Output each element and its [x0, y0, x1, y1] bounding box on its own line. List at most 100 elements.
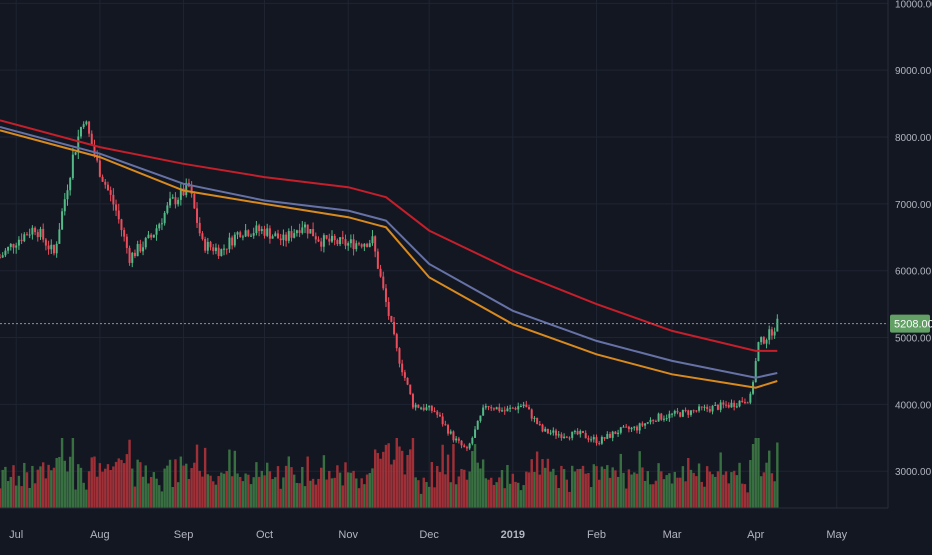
candle-body: [428, 405, 431, 408]
candle-body: [619, 427, 622, 433]
volume-bar: [144, 465, 147, 508]
candle-body: [371, 236, 374, 244]
candle-body: [309, 229, 312, 234]
candle-body: [509, 407, 512, 409]
volume-bar: [741, 483, 744, 508]
candle-body: [144, 238, 147, 248]
volume-bar: [400, 450, 404, 508]
candle-body: [63, 199, 66, 212]
volume-bar: [427, 486, 431, 508]
volume-bar: [527, 472, 531, 508]
volume-bar: [214, 484, 218, 508]
volume-bar: [571, 465, 574, 508]
candle-body: [703, 406, 706, 408]
candle-body: [349, 239, 352, 244]
candle-body: [185, 182, 188, 196]
volume-bar: [287, 456, 291, 508]
candle-body: [347, 243, 350, 246]
candle-body: [330, 235, 333, 242]
volume-bar: [724, 471, 728, 508]
volume-bar: [508, 483, 512, 508]
candle-body: [193, 193, 196, 209]
candle-body: [274, 233, 277, 237]
volume-bar: [152, 472, 156, 508]
candle-body: [406, 377, 409, 385]
volume-bar: [271, 479, 274, 508]
last-price-label: 5208.00: [890, 314, 932, 333]
candle-body: [66, 190, 69, 200]
candle-body: [501, 410, 504, 412]
volume-bar: [568, 491, 571, 508]
volume-bar: [290, 467, 293, 508]
volume-bar: [624, 488, 628, 508]
volume-bar: [635, 473, 639, 508]
volume-bar: [241, 481, 245, 508]
candle-body: [422, 407, 425, 410]
volume-bar: [546, 458, 550, 508]
candle-body: [700, 406, 703, 408]
candle-body: [71, 154, 74, 179]
candle-body: [69, 178, 72, 191]
candle-body: [716, 404, 719, 410]
volume-bar: [139, 462, 142, 508]
candle-body: [587, 438, 590, 440]
volume-bar: [282, 477, 285, 508]
candle-body: [58, 229, 61, 244]
candle-body: [201, 233, 204, 239]
volume-bar: [182, 465, 185, 508]
candle-body: [760, 337, 763, 343]
volume-bar: [58, 456, 61, 508]
candle-body: [7, 246, 10, 251]
volume-bar: [670, 483, 674, 508]
last-price-label-bg: [890, 314, 930, 333]
candle-body: [239, 232, 242, 238]
x-tick-label: Sep: [174, 529, 194, 541]
volume-bar: [346, 472, 350, 508]
candle-body: [171, 197, 174, 199]
volume-bar: [293, 474, 296, 508]
candle-body: [598, 443, 601, 445]
volume-bar: [517, 482, 520, 508]
volume-bar: [633, 472, 636, 508]
candle-body: [88, 121, 91, 134]
volume-bar: [55, 458, 58, 508]
candle-body: [644, 423, 647, 426]
volume-bar: [606, 465, 609, 508]
candle-body: [109, 190, 112, 195]
candle-body: [514, 408, 517, 410]
volume-bar: [595, 466, 598, 508]
volume-bar: [330, 478, 334, 508]
candle-body: [363, 243, 366, 247]
candle-body: [357, 243, 360, 245]
volume-bar: [492, 484, 496, 508]
volume-bar: [616, 476, 620, 508]
candle-body: [733, 402, 736, 407]
candle-body: [576, 431, 579, 435]
volume-bar: [425, 482, 428, 508]
volume-bar: [60, 438, 64, 508]
candle-body: [743, 402, 746, 404]
volume-bar: [122, 463, 126, 508]
volume-bar: [579, 468, 582, 508]
volume-bar: [39, 466, 42, 508]
volume-bar: [684, 481, 687, 508]
volume-bar: [384, 444, 388, 508]
candle-body: [93, 145, 96, 156]
volume-bar: [149, 476, 153, 508]
volume-bar: [87, 471, 91, 508]
candle-body: [339, 237, 342, 245]
volume-bar: [176, 482, 180, 508]
candle-body: [522, 404, 525, 407]
volume-bar: [584, 473, 587, 508]
candle-body: [773, 331, 776, 336]
candle-body: [285, 234, 288, 241]
ma-line-red: [0, 119, 778, 352]
volume-bar: [171, 487, 174, 508]
volume-bar: [117, 458, 120, 508]
volume-bar: [600, 466, 604, 508]
candle-body: [98, 160, 101, 177]
volume-bar: [751, 444, 755, 508]
candle-body: [12, 244, 15, 248]
candle-body: [23, 234, 26, 242]
